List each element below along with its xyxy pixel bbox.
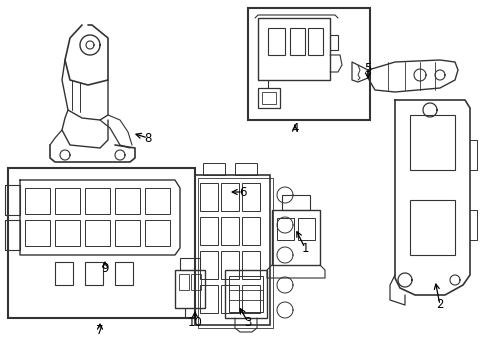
Bar bbox=[242, 251, 260, 279]
Text: 1: 1 bbox=[301, 242, 309, 255]
Bar bbox=[25, 220, 50, 246]
Bar bbox=[115, 188, 140, 214]
Bar bbox=[115, 262, 133, 285]
Bar bbox=[258, 18, 330, 80]
Bar bbox=[248, 8, 370, 120]
Bar bbox=[268, 28, 285, 55]
Bar bbox=[308, 28, 323, 55]
Bar bbox=[235, 163, 257, 175]
Bar bbox=[221, 183, 239, 211]
Bar bbox=[277, 218, 294, 240]
Bar bbox=[282, 195, 310, 210]
Bar bbox=[203, 163, 225, 175]
Bar bbox=[85, 262, 103, 285]
Text: 2: 2 bbox=[436, 298, 444, 311]
Bar bbox=[198, 178, 273, 328]
Text: 5: 5 bbox=[364, 62, 372, 75]
Bar bbox=[200, 251, 218, 279]
Text: 3: 3 bbox=[245, 315, 252, 328]
Bar bbox=[290, 28, 305, 55]
Text: 9: 9 bbox=[101, 261, 109, 274]
Bar bbox=[225, 270, 267, 318]
Bar bbox=[229, 276, 263, 312]
Bar bbox=[195, 175, 270, 325]
Text: 8: 8 bbox=[145, 131, 152, 144]
Bar bbox=[262, 92, 276, 104]
Bar bbox=[200, 285, 218, 313]
Bar bbox=[179, 274, 189, 290]
Bar bbox=[55, 220, 80, 246]
Bar bbox=[180, 258, 200, 270]
Bar bbox=[272, 210, 320, 265]
Bar bbox=[55, 262, 73, 285]
Bar bbox=[25, 188, 50, 214]
Bar bbox=[298, 218, 315, 240]
Bar bbox=[200, 183, 218, 211]
Bar bbox=[175, 270, 205, 308]
Bar bbox=[410, 115, 455, 170]
Text: 6: 6 bbox=[239, 185, 247, 198]
Text: 10: 10 bbox=[188, 315, 202, 328]
Bar bbox=[242, 183, 260, 211]
Bar bbox=[115, 220, 140, 246]
Bar bbox=[85, 188, 110, 214]
Bar bbox=[55, 188, 80, 214]
Bar bbox=[145, 220, 170, 246]
Bar bbox=[410, 200, 455, 255]
Bar bbox=[8, 168, 195, 318]
Bar bbox=[85, 220, 110, 246]
Bar bbox=[221, 217, 239, 245]
Text: 4: 4 bbox=[291, 122, 299, 135]
Text: 7: 7 bbox=[96, 324, 104, 337]
Bar bbox=[258, 88, 280, 108]
Bar bbox=[145, 188, 170, 214]
Bar bbox=[221, 251, 239, 279]
Bar bbox=[242, 285, 260, 313]
Bar bbox=[191, 274, 201, 290]
Bar bbox=[242, 217, 260, 245]
Bar bbox=[200, 217, 218, 245]
Bar bbox=[221, 285, 239, 313]
